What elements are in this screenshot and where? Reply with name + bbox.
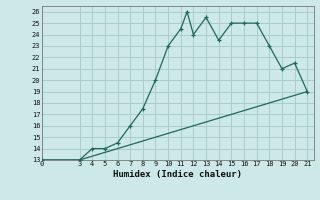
X-axis label: Humidex (Indice chaleur): Humidex (Indice chaleur) xyxy=(113,170,242,179)
